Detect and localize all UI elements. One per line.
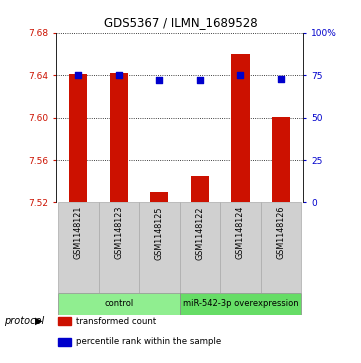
Text: GSM1148123: GSM1148123 [114,206,123,260]
Text: control: control [104,299,134,308]
Bar [69,74,87,203]
Text: GSM1148126: GSM1148126 [277,206,286,260]
Point [156,77,162,83]
Text: GSM1148124: GSM1148124 [236,206,245,260]
Bar [180,293,301,314]
Bar [139,203,180,293]
Bar [272,117,290,203]
Text: ▶: ▶ [35,316,43,326]
Point [238,72,243,78]
Text: GSM1148121: GSM1148121 [74,206,83,260]
Text: GSM1148122: GSM1148122 [195,206,204,260]
Point [116,72,122,78]
Text: protocol: protocol [4,316,44,326]
Text: GSM1148125: GSM1148125 [155,206,164,260]
Bar [180,203,220,293]
Bar [58,317,71,325]
Text: GDS5367 / ILMN_1689528: GDS5367 / ILMN_1689528 [104,16,257,29]
Bar [220,203,261,293]
Point [197,77,203,83]
Bar [110,73,128,203]
Bar [261,203,301,293]
Bar [99,203,139,293]
Point [278,76,284,81]
Bar [58,338,71,346]
Bar [231,54,249,203]
Bar [191,176,209,203]
Bar [150,192,169,203]
Bar [58,203,99,293]
Text: percentile rank within the sample: percentile rank within the sample [76,337,221,346]
Point [75,72,81,78]
Bar [58,293,180,314]
Text: miR-542-3p overexpression: miR-542-3p overexpression [183,299,298,308]
Text: transformed count: transformed count [76,317,156,326]
